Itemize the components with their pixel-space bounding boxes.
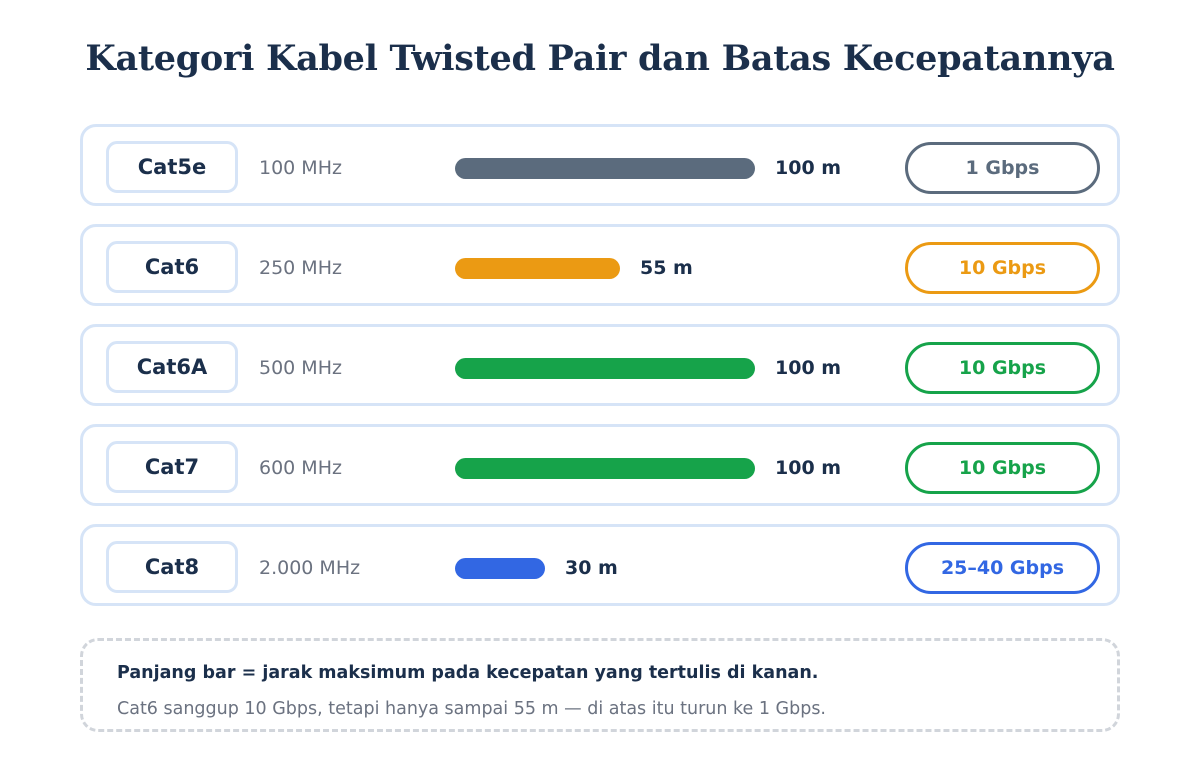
cable-row: Cat7 600 MHz 100 m 10 Gbps xyxy=(80,424,1120,506)
note-line-1: Panjang bar = jarak maksimum pada kecepa… xyxy=(117,663,819,683)
distance-label: 30 m xyxy=(565,557,618,579)
distance-label: 55 m xyxy=(640,257,693,279)
distance-bar xyxy=(455,358,755,379)
category-label: Cat6A xyxy=(106,341,238,393)
speed-badge: 25–40 Gbps xyxy=(905,542,1100,594)
frequency-label: 500 MHz xyxy=(259,357,342,379)
cable-category-list: Cat5e 100 MHz 100 m 1 Gbps Cat6 250 MHz 55 m 10… xyxy=(80,124,1120,624)
note-line-2: Cat6 sanggup 10 Gbps, tetapi hanya sampa… xyxy=(117,699,826,719)
legend-note: Panjang bar = jarak maksimum pada kecepa… xyxy=(80,638,1120,732)
speed-badge: 10 Gbps xyxy=(905,242,1100,294)
category-label: Cat7 xyxy=(106,441,238,493)
distance-bar xyxy=(455,258,620,279)
cable-row: Cat8 2.000 MHz 30 m 25–40 Gbps xyxy=(80,524,1120,606)
cable-row: Cat6A 500 MHz 100 m 10 Gbps xyxy=(80,324,1120,406)
category-label: Cat8 xyxy=(106,541,238,593)
page-title: Kategori Kabel Twisted Pair dan Batas Ke… xyxy=(85,38,1115,79)
frequency-label: 100 MHz xyxy=(259,157,342,179)
speed-badge: 10 Gbps xyxy=(905,342,1100,394)
frequency-label: 250 MHz xyxy=(259,257,342,279)
frequency-label: 2.000 MHz xyxy=(259,557,361,579)
category-label: Cat6 xyxy=(106,241,238,293)
distance-bar xyxy=(455,458,755,479)
distance-label: 100 m xyxy=(775,157,842,179)
cable-row: Cat6 250 MHz 55 m 10 Gbps xyxy=(80,224,1120,306)
cable-row: Cat5e 100 MHz 100 m 1 Gbps xyxy=(80,124,1120,206)
speed-badge: 1 Gbps xyxy=(905,142,1100,194)
distance-label: 100 m xyxy=(775,357,842,379)
category-label: Cat5e xyxy=(106,141,238,193)
frequency-label: 600 MHz xyxy=(259,457,342,479)
distance-label: 100 m xyxy=(775,457,842,479)
distance-bar xyxy=(455,558,545,579)
distance-bar xyxy=(455,158,755,179)
speed-badge: 10 Gbps xyxy=(905,442,1100,494)
